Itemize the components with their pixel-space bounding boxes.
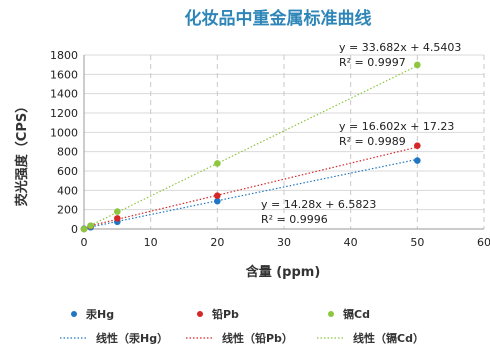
legend-marker xyxy=(328,311,334,317)
equation-label: y = 33.682x + 4.5403 xyxy=(339,41,461,54)
legend-marker xyxy=(197,311,203,317)
y-tick-label: 1400 xyxy=(50,88,78,101)
y-tick-label: 1600 xyxy=(50,68,78,81)
x-axis-label: 含量 (ppm) xyxy=(245,264,321,280)
y-tick-label: 1200 xyxy=(50,107,78,120)
legend-label: 汞Hg xyxy=(85,308,114,321)
legend-trend-label: 线性（汞Hg） xyxy=(96,331,168,345)
trendline-0 xyxy=(83,158,418,229)
equation-annotations: y = 14.28x + 6.5823 R² = 0.9996 y = 16.602… xyxy=(261,41,461,226)
x-tick-label: 10 xyxy=(144,236,158,249)
trendlines xyxy=(83,65,418,230)
x-tick-label: 50 xyxy=(410,236,424,249)
data-points xyxy=(80,61,421,233)
axes: 0 200 400 600 800 1000 1200 1400 1600 1800 0 10 20 30… xyxy=(50,49,490,249)
y-tick-label: 1000 xyxy=(50,126,78,139)
y-axis-label: 荧光强度（CPS） xyxy=(14,100,30,206)
x-tick-label: 0 xyxy=(81,236,88,249)
y-tick-label: 400 xyxy=(57,184,78,197)
data-point xyxy=(414,142,421,149)
trendline-1 xyxy=(83,146,418,228)
legend-trend-label: 线性（铅Pb） xyxy=(222,331,293,345)
data-point xyxy=(87,222,94,229)
y-tick-label: 200 xyxy=(57,204,78,217)
x-tick-label: 40 xyxy=(344,236,358,249)
data-point xyxy=(80,225,88,233)
equation-label: y = 14.28x + 6.5823 xyxy=(261,198,376,211)
x-tick-label: 60 xyxy=(477,236,490,249)
r-squared-label: R² = 0.9997 xyxy=(339,56,406,69)
data-point xyxy=(414,157,421,164)
legend-label: 铅Pb xyxy=(212,307,239,321)
y-tick-label: 800 xyxy=(57,146,78,159)
y-tick-label: 600 xyxy=(57,165,78,178)
x-tick-label: 30 xyxy=(277,236,291,249)
data-point xyxy=(214,192,221,199)
r-squared-label: R² = 0.9989 xyxy=(339,135,406,148)
y-tick-label: 1800 xyxy=(50,49,78,62)
data-point xyxy=(214,160,221,167)
legend-label: 镉Cd xyxy=(343,307,370,321)
r-squared-label: R² = 0.9996 xyxy=(261,213,328,226)
legend-marker xyxy=(71,311,77,317)
data-point xyxy=(414,61,421,69)
x-tick-label: 20 xyxy=(210,236,224,249)
legend-trend-label: 线性（镉Cd） xyxy=(353,331,424,345)
equation-label: y = 16.602x + 17.23 xyxy=(339,120,454,133)
y-tick-label: 0 xyxy=(71,223,78,236)
data-point xyxy=(114,208,121,215)
data-point xyxy=(214,197,221,205)
legend: 汞Hg 线性（汞Hg） 铅Pb 线性（铅Pb） 镉Cd 线性（镉Cd） xyxy=(60,307,424,345)
chart-title: 化妆品中重金属标准曲线 xyxy=(185,8,372,29)
trendline-2 xyxy=(83,65,418,230)
data-point xyxy=(114,215,121,222)
